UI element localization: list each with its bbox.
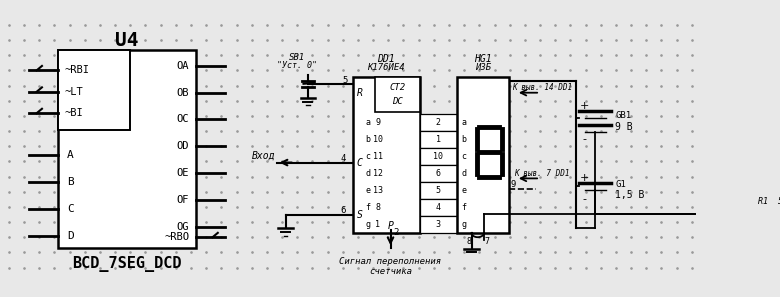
- Text: c: c: [365, 152, 370, 161]
- Text: DD1: DD1: [378, 54, 395, 64]
- Text: OC: OC: [177, 114, 190, 124]
- Text: U4: U4: [115, 31, 139, 50]
- Text: G1: G1: [615, 180, 626, 189]
- Text: P: P: [388, 221, 393, 231]
- Text: a: a: [365, 118, 370, 127]
- Text: К выв. 14 DD1: К выв. 14 DD1: [512, 83, 573, 92]
- Text: 9: 9: [375, 118, 380, 127]
- Text: -: -: [583, 194, 587, 204]
- Text: 10: 10: [373, 135, 382, 144]
- Text: "Уст. 0": "Уст. 0": [277, 61, 317, 70]
- Bar: [420, 182, 457, 199]
- Text: 1: 1: [375, 220, 380, 229]
- Text: d: d: [462, 169, 466, 178]
- Text: BCD_7SEG_DCD: BCD_7SEG_DCD: [73, 256, 182, 272]
- Text: 4: 4: [340, 154, 346, 162]
- Text: OG: OG: [177, 222, 190, 232]
- Text: 7: 7: [484, 237, 489, 246]
- Text: ~RBI: ~RBI: [64, 65, 89, 75]
- Text: ~RBO: ~RBO: [165, 232, 190, 242]
- Bar: [375, 77, 420, 112]
- Text: 1: 1: [436, 135, 441, 144]
- Text: S: S: [356, 210, 363, 220]
- Bar: [756, 208, 780, 220]
- Text: f: f: [462, 203, 466, 212]
- Text: OF: OF: [177, 195, 190, 205]
- Text: b: b: [462, 135, 466, 144]
- Text: 13: 13: [373, 186, 382, 195]
- Text: OA: OA: [177, 61, 190, 71]
- Text: 2: 2: [393, 228, 399, 237]
- Text: 4: 4: [436, 203, 441, 212]
- Text: B: B: [67, 177, 73, 187]
- Text: f: f: [365, 203, 370, 212]
- Bar: [58, 50, 197, 248]
- Text: 1,5 В: 1,5 В: [615, 190, 644, 200]
- Text: +: +: [580, 173, 590, 184]
- Text: К выв. 7 DD1: К выв. 7 DD1: [515, 168, 570, 178]
- Bar: [420, 165, 457, 182]
- Text: Сигнал переполнения
счетчика: Сигнал переполнения счетчика: [339, 257, 441, 276]
- Text: 9: 9: [511, 180, 516, 189]
- Text: e: e: [462, 186, 466, 195]
- Bar: [457, 77, 509, 233]
- Text: g: g: [365, 220, 370, 229]
- Text: D: D: [67, 230, 73, 241]
- Text: ~LT: ~LT: [64, 87, 83, 97]
- Bar: [420, 216, 457, 233]
- Text: 2: 2: [436, 118, 441, 127]
- Text: DC: DC: [392, 97, 402, 106]
- Bar: [353, 77, 420, 233]
- Text: SB1: SB1: [289, 53, 305, 61]
- Text: OE: OE: [177, 168, 190, 178]
- Text: 5: 5: [342, 76, 348, 85]
- Text: a: a: [462, 118, 466, 127]
- Bar: [420, 148, 457, 165]
- Text: g: g: [462, 220, 466, 229]
- Text: -: -: [583, 134, 587, 144]
- Text: OD: OD: [177, 141, 190, 151]
- Text: 3: 3: [436, 220, 441, 229]
- Bar: [420, 114, 457, 131]
- Text: d: d: [365, 169, 370, 178]
- Text: НG1: НG1: [474, 54, 491, 64]
- Text: GB1: GB1: [615, 110, 631, 119]
- Text: СТ2: СТ2: [389, 83, 406, 92]
- Text: К176ИЕ4: К176ИЕ4: [367, 63, 405, 72]
- Text: 8: 8: [466, 237, 471, 246]
- Bar: [420, 199, 457, 216]
- Bar: [420, 131, 457, 148]
- Text: 5: 5: [436, 186, 441, 195]
- Text: 11: 11: [373, 152, 382, 161]
- Text: R: R: [356, 88, 363, 98]
- Text: +: +: [580, 101, 590, 111]
- Text: e: e: [365, 186, 370, 195]
- Text: A: A: [67, 150, 73, 160]
- Text: 10: 10: [433, 152, 443, 161]
- Text: b: b: [365, 135, 370, 144]
- Text: 9 В: 9 В: [615, 122, 633, 132]
- Text: 8: 8: [375, 203, 380, 212]
- Text: 6: 6: [340, 206, 346, 215]
- Text: c: c: [462, 152, 466, 161]
- Text: C: C: [356, 158, 363, 168]
- Text: C: C: [67, 204, 73, 214]
- Text: 6: 6: [436, 169, 441, 178]
- Text: OB: OB: [177, 88, 190, 98]
- Text: И3Б: И3Б: [475, 63, 491, 72]
- Text: R1  5,1: R1 5,1: [758, 197, 780, 206]
- Text: 12: 12: [373, 169, 382, 178]
- Bar: [58, 50, 130, 130]
- Text: Вход: Вход: [252, 150, 275, 160]
- Text: ~BI: ~BI: [64, 108, 83, 118]
